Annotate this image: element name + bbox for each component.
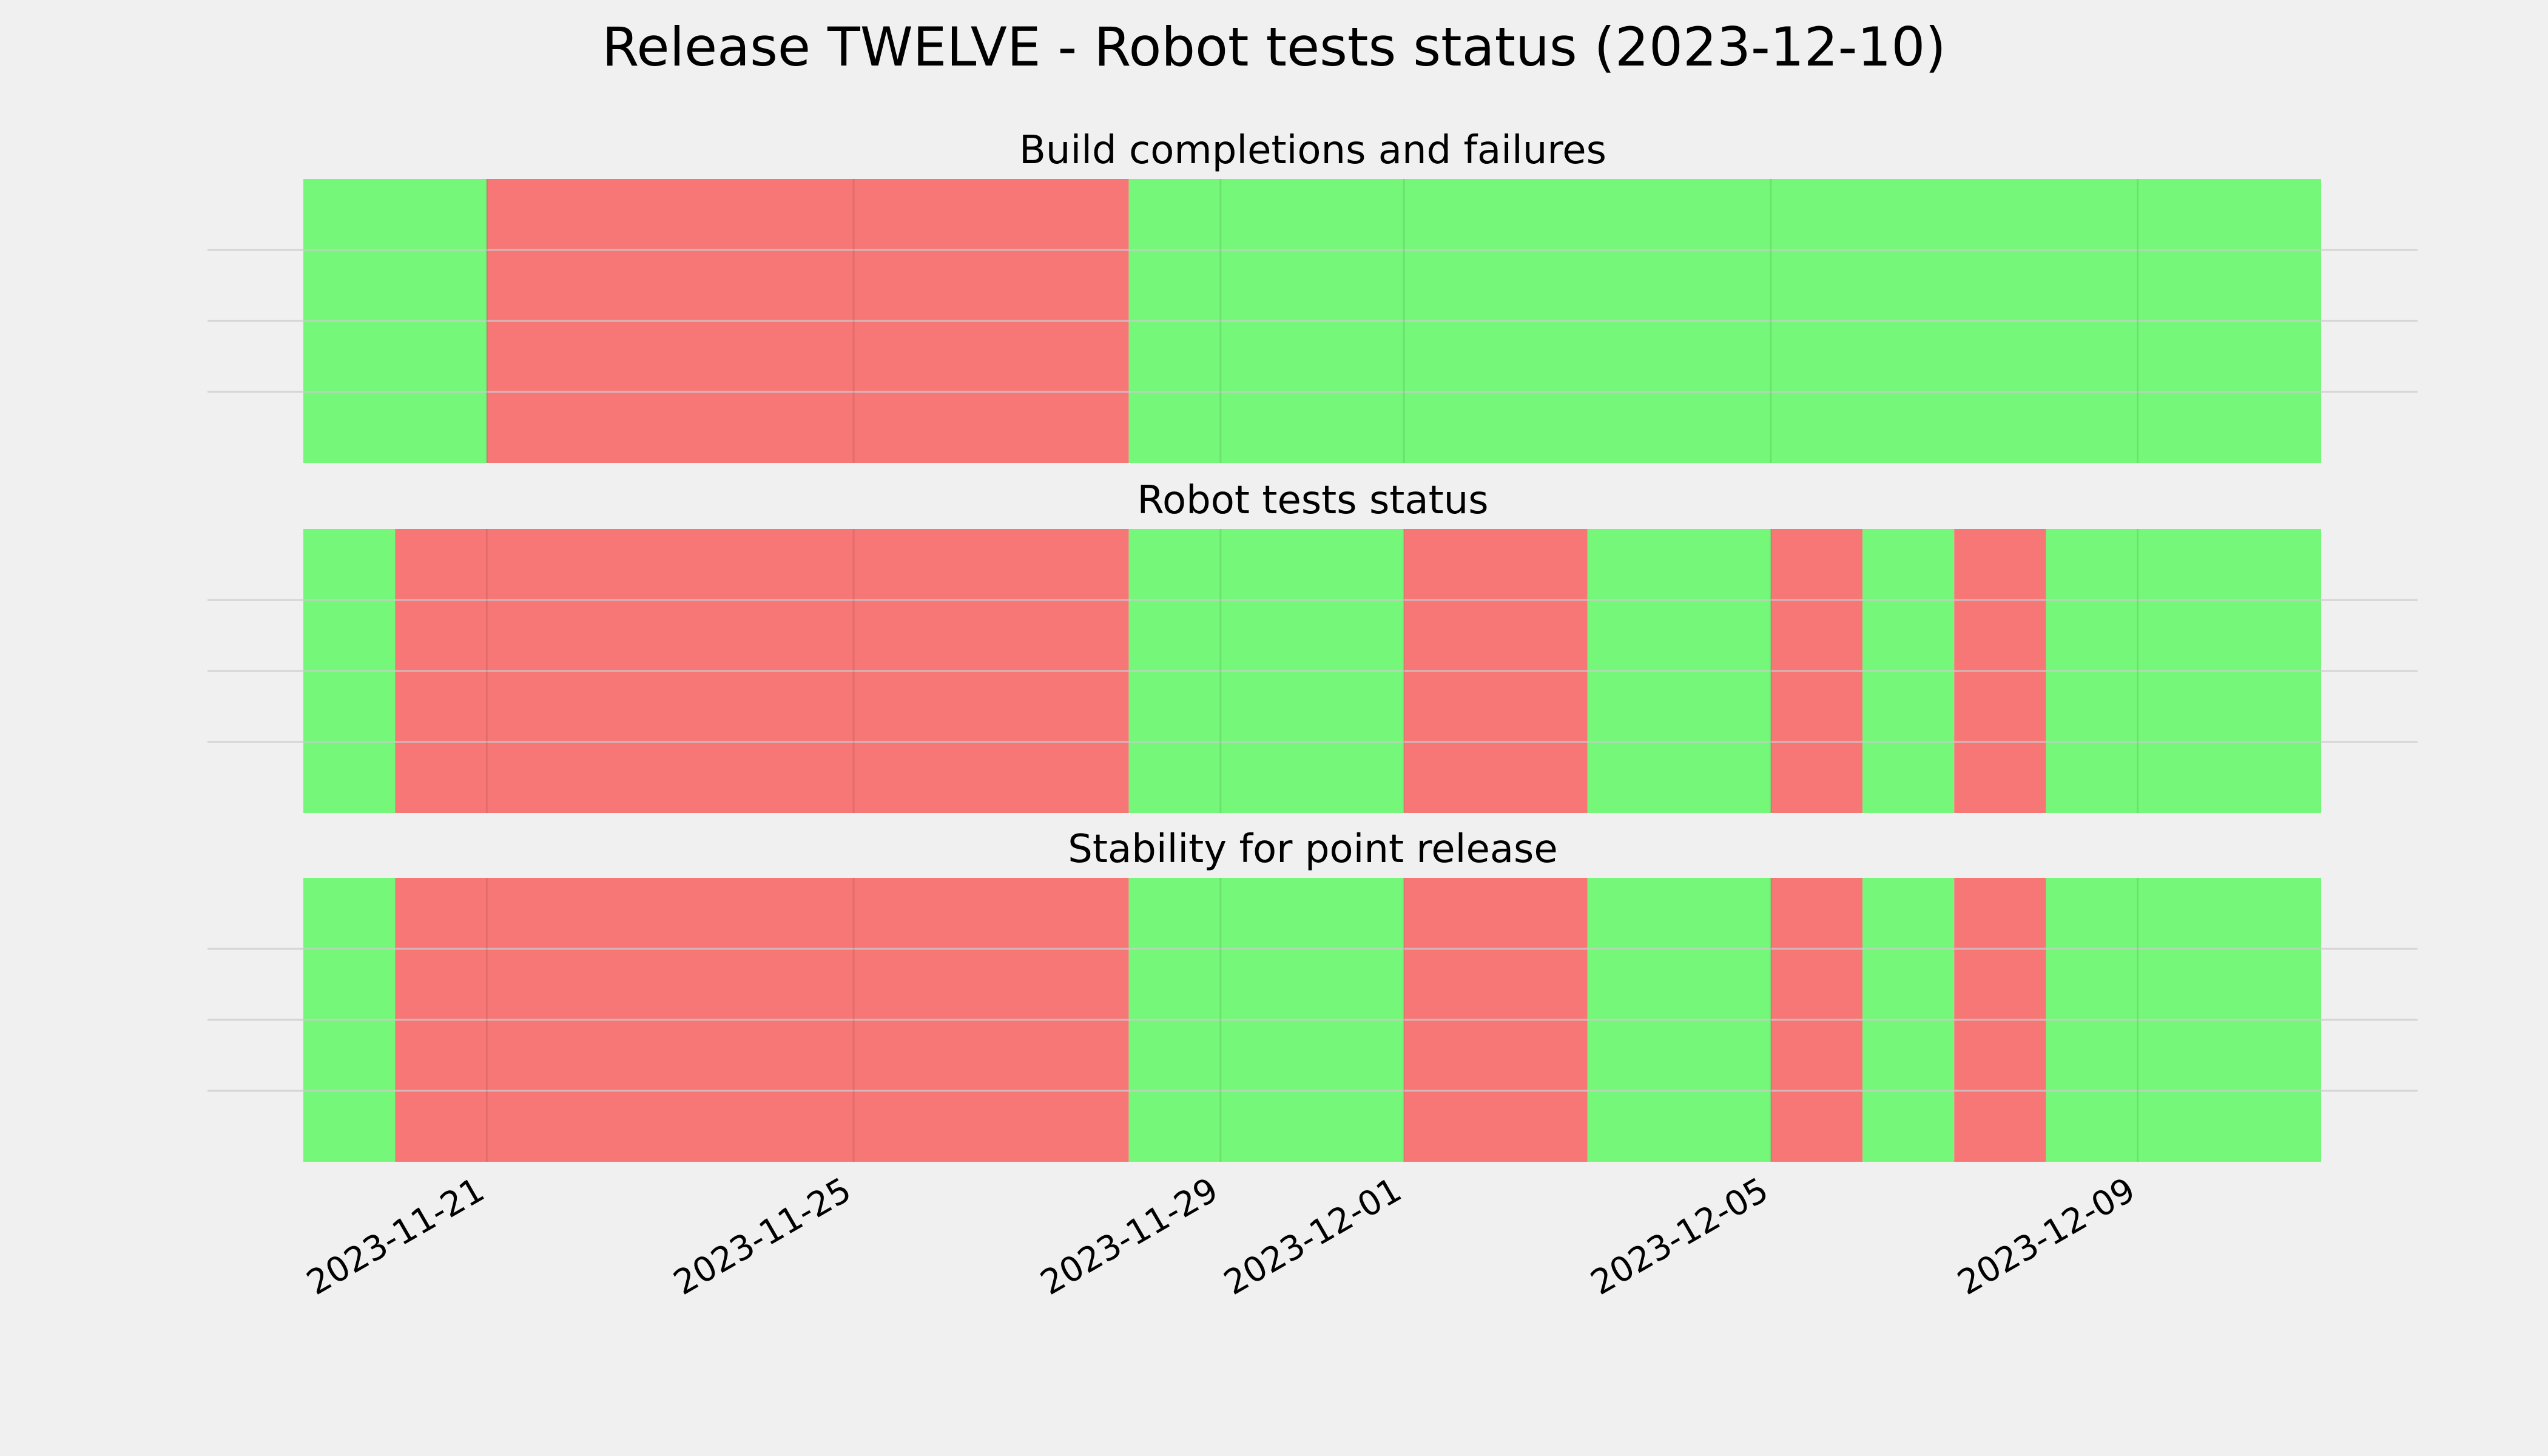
- panel: Stability for point release: [207, 827, 2418, 1162]
- panels: Build completions and failures Robot test…: [207, 128, 2418, 1162]
- chart-title: Release TWELVE - Robot tests status (202…: [602, 16, 1946, 78]
- panel-title: Build completions and failures: [1019, 128, 1606, 173]
- panel: Build completions and failures: [207, 128, 2418, 463]
- panel-title: Robot tests status: [1137, 478, 1488, 523]
- panel-title: Stability for point release: [1068, 827, 1558, 872]
- panel: Robot tests status: [207, 478, 2418, 813]
